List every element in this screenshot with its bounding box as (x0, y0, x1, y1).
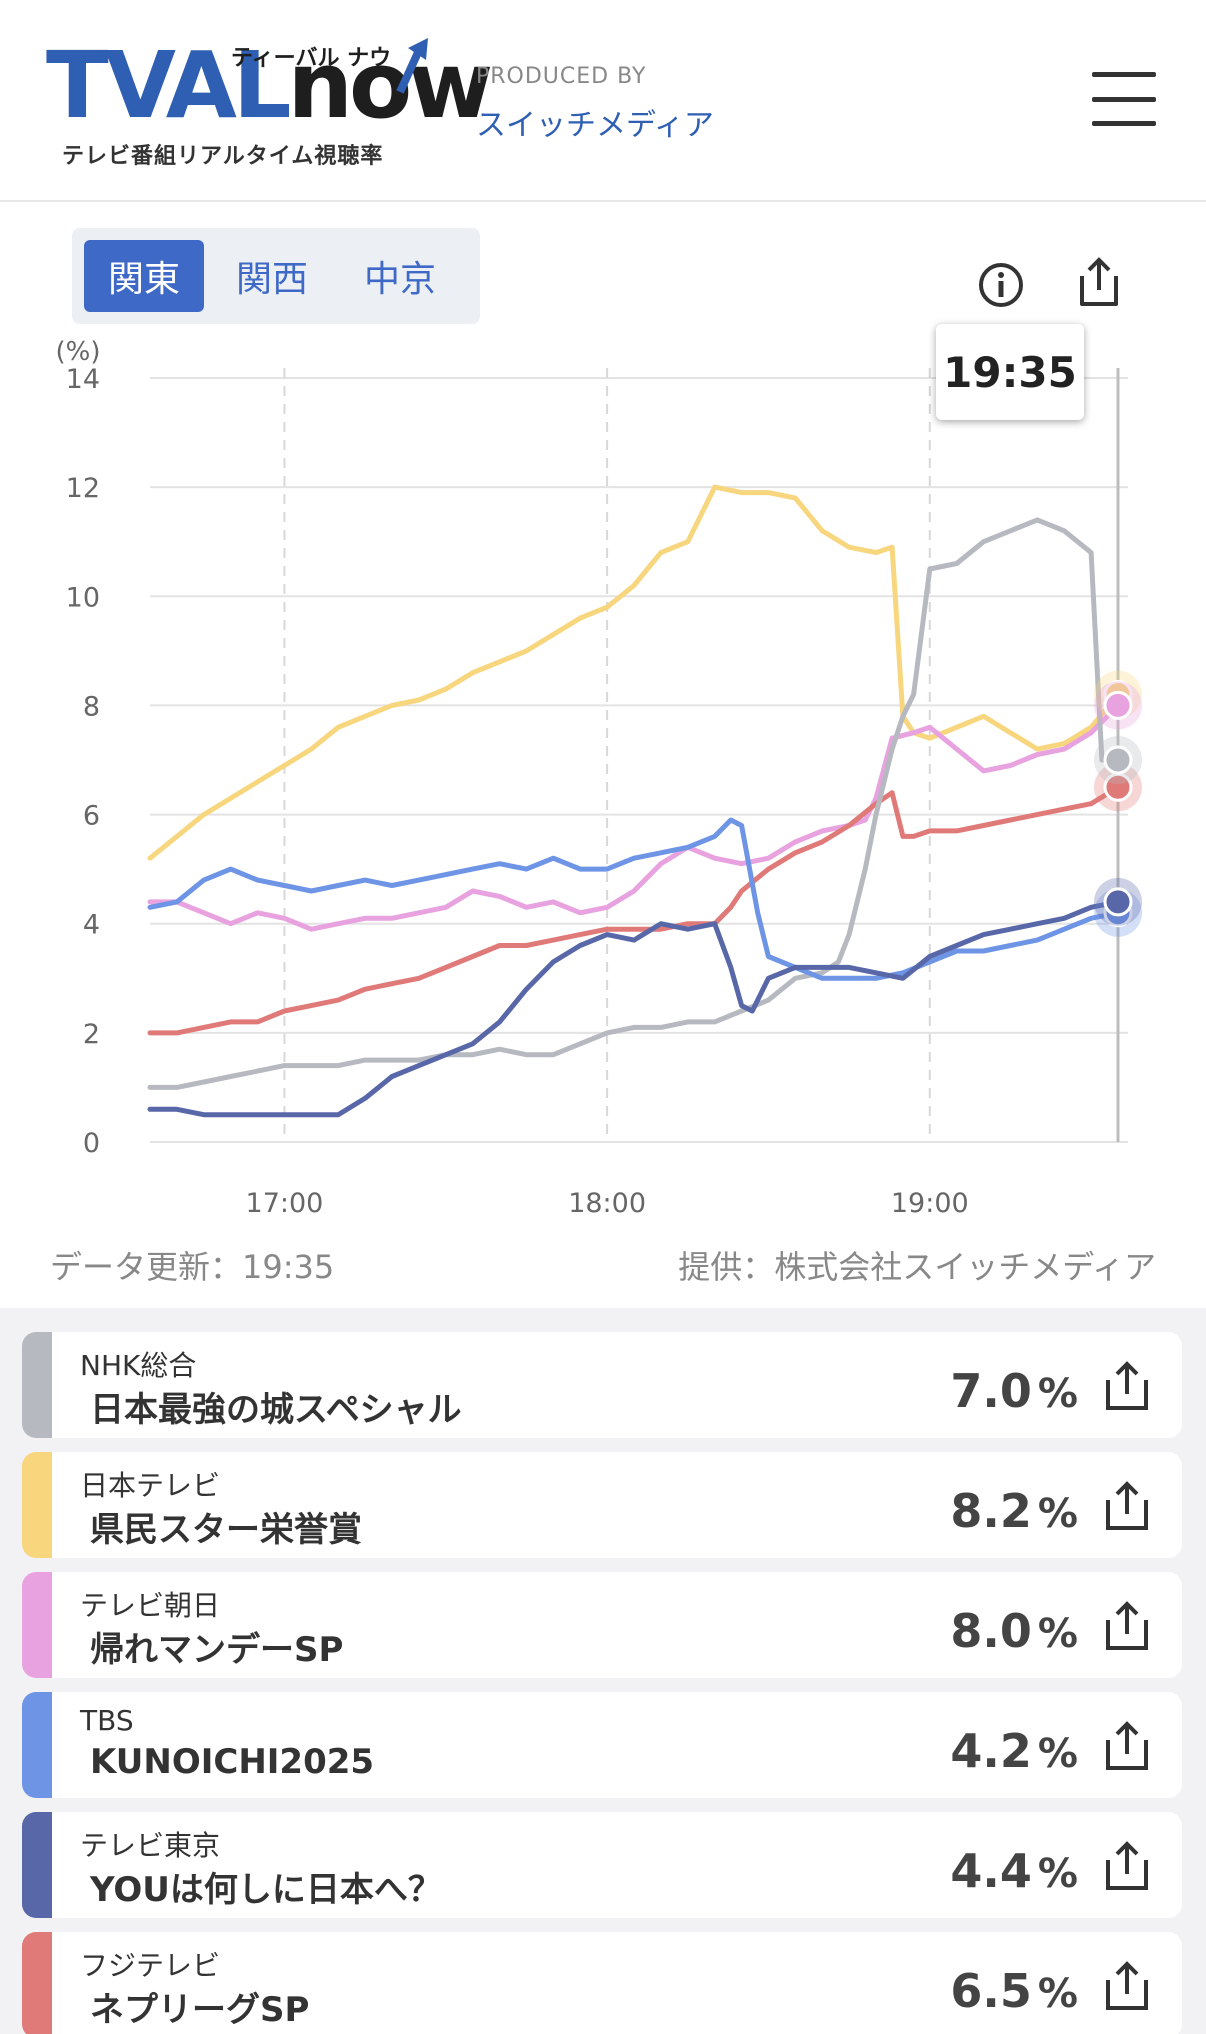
channel-name: テレビ朝日 (80, 1589, 221, 1622)
program-row-nhk[interactable]: NHK総合 日本最強の城スペシャル 7.0% (22, 1332, 1182, 1438)
rating-value: 6.5% (950, 1964, 1078, 2018)
produced-by-label: PRODUCED BY (476, 64, 647, 89)
logo-arrow-icon (396, 38, 428, 94)
series-line-tx (147, 899, 1121, 1118)
series-line-tva (147, 702, 1121, 932)
y-tick-label: 14 (66, 364, 100, 395)
program-title: YOUは何しに日本へ？ (90, 1870, 442, 1910)
producer-link[interactable]: スイッチメディア (476, 108, 714, 143)
channel-color-bar (22, 1812, 52, 1918)
share-icon[interactable] (1102, 1960, 1152, 2012)
program-title: 帰れマンデーSP (90, 1630, 344, 1670)
program-title: 県民スター栄誉賞 (90, 1510, 362, 1550)
series-endpoint-tx (1103, 887, 1133, 917)
app-header: TVALnow ティーバル ナウ テレビ番組リアルタイム視聴率 PRODUCED… (0, 0, 1206, 202)
program-title: ネプリーグSP (90, 1990, 310, 2030)
channel-color-bar (22, 1692, 52, 1798)
rating-value: 4.4% (950, 1844, 1078, 1898)
y-tick-label: 6 (83, 801, 100, 832)
share-icon[interactable] (1102, 1840, 1152, 1892)
series-line-tbs (147, 817, 1121, 981)
share-icon[interactable] (1102, 1720, 1152, 1772)
logo-wordmark: TVALnow (46, 32, 493, 139)
y-tick-label: 0 (83, 1128, 100, 1159)
y-tick-label: 8 (83, 691, 100, 722)
program-row-cx[interactable]: フジテレビ ネプリーグSP 6.5% (22, 1932, 1182, 2034)
region-tabs: 関東 関西 中京 (72, 228, 480, 324)
rating-value: 8.0% (950, 1604, 1078, 1658)
y-tick-label: 10 (66, 582, 100, 613)
tab-kanto[interactable]: 関東 (84, 240, 204, 312)
program-title: KUNOICHI2025 (90, 1742, 375, 1782)
share-icon[interactable] (1102, 1600, 1152, 1652)
program-row-tbs[interactable]: TBS KUNOICHI2025 4.2% (22, 1692, 1182, 1798)
data-updated-label: データ更新：19:35 (50, 1248, 335, 1286)
logo-kana: ティーバル ナウ (231, 46, 392, 71)
tab-chukyo[interactable]: 中京 (363, 259, 436, 300)
y-tick-label: 12 (66, 473, 100, 504)
current-time-badge: 19:35 (936, 324, 1084, 420)
y-tick-label: 2 (83, 1019, 100, 1050)
y-tick-label: 4 (83, 910, 100, 941)
program-row-ntv[interactable]: 日本テレビ 県民スター栄誉賞 8.2% (22, 1452, 1182, 1558)
program-row-tva[interactable]: テレビ朝日 帰れマンデーSP 8.0% (22, 1572, 1182, 1678)
rating-value: 7.0% (950, 1364, 1078, 1418)
channel-color-bar (22, 1932, 52, 2034)
share-icon[interactable] (1074, 256, 1124, 308)
series-endpoint-tva (1103, 690, 1133, 720)
share-icon[interactable] (1102, 1360, 1152, 1412)
tvalnow-logo[interactable]: TVALnow ティーバル ナウ テレビ番組リアルタイム視聴率 (46, 30, 493, 170)
channel-name: NHK総合 (80, 1349, 197, 1382)
series-line-ntv (147, 484, 1121, 861)
series-line-nhk (147, 517, 1121, 1090)
channel-color-bar (22, 1572, 52, 1678)
rating-value: 4.2% (950, 1724, 1078, 1778)
series-line-cx (147, 784, 1121, 1036)
series-endpoint-nhk (1103, 745, 1133, 775)
channel-color-bar (22, 1332, 52, 1438)
y-axis-unit: (%) (56, 337, 101, 367)
tab-kansai[interactable]: 関西 (235, 259, 308, 300)
share-icon[interactable] (1102, 1480, 1152, 1532)
ratings-line-chart: (%) 0 2 4 6 8 10 12 14 17:00 18:00 19:00 (56, 337, 1142, 1219)
x-tick-label: 19:00 (891, 1188, 969, 1219)
channel-name: フジテレビ (80, 1949, 221, 1982)
channel-color-bar (22, 1452, 52, 1558)
logo-subtitle: テレビ番組リアルタイム視聴率 (62, 144, 384, 169)
program-title: 日本最強の城スペシャル (90, 1390, 462, 1430)
rating-value: 8.2% (950, 1484, 1078, 1538)
channel-name: 日本テレビ (80, 1469, 221, 1502)
program-list: NHK総合 日本最強の城スペシャル 7.0% 日本テレビ 県民スター栄誉賞 8.… (0, 1308, 1206, 2034)
channel-name: テレビ東京 (80, 1829, 221, 1862)
data-provider-label: 提供：株式会社スイッチメディア (678, 1248, 1156, 1286)
x-tick-label: 17:00 (246, 1188, 324, 1219)
hamburger-menu-icon[interactable] (1092, 72, 1156, 126)
program-row-tx[interactable]: テレビ東京 YOUは何しに日本へ？ 4.4% (22, 1812, 1182, 1918)
x-tick-label: 18:00 (568, 1188, 646, 1219)
info-icon[interactable] (978, 262, 1024, 308)
channel-name: TBS (80, 1704, 134, 1737)
